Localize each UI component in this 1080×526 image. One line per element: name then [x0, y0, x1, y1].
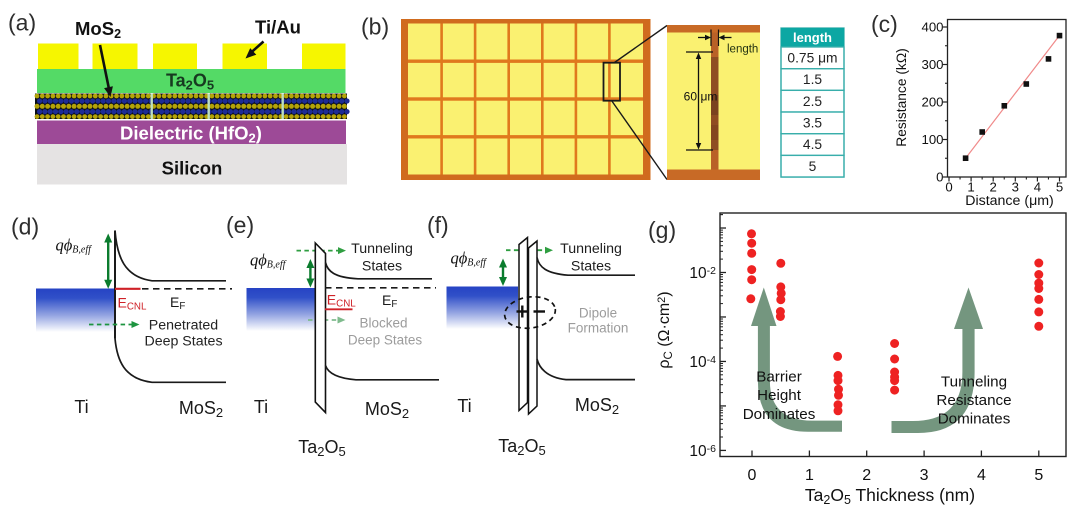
svg-text:0: 0 [748, 467, 757, 484]
svg-text:Ti: Ti [254, 397, 268, 417]
svg-text:1: 1 [805, 467, 814, 484]
svg-text:(e): (e) [226, 212, 254, 238]
svg-text:MoS2: MoS2 [575, 395, 619, 417]
svg-text:Height: Height [757, 387, 802, 404]
svg-text:Dielectric (HfO2): Dielectric (HfO2) [120, 123, 262, 146]
svg-text:States: States [362, 259, 402, 275]
svg-text:4: 4 [1034, 180, 1041, 195]
svg-text:Formation: Formation [568, 321, 629, 336]
svg-text:Silicon: Silicon [162, 158, 223, 179]
svg-text:5: 5 [809, 159, 817, 174]
svg-text:0: 0 [945, 180, 952, 195]
svg-text:5: 5 [1034, 467, 1043, 484]
svg-text:2.5: 2.5 [803, 94, 823, 109]
svg-text:MoS2: MoS2 [75, 18, 121, 41]
svg-text:3: 3 [1012, 180, 1019, 195]
svg-text:(a): (a) [8, 10, 36, 36]
svg-text:Deep States: Deep States [348, 333, 423, 348]
svg-text:μm: μm [701, 90, 718, 104]
svg-text:Resistance: Resistance [936, 392, 1011, 409]
svg-text:100: 100 [921, 132, 943, 147]
svg-text:Tunneling: Tunneling [941, 374, 1007, 391]
svg-text:(d): (d) [11, 214, 39, 240]
svg-text:Tunneling: Tunneling [351, 241, 413, 257]
svg-text:Ti/Au: Ti/Au [255, 17, 301, 38]
svg-text:Deep States: Deep States [144, 334, 222, 350]
svg-text:Ta2O5: Ta2O5 [166, 71, 214, 93]
svg-text:(f): (f) [427, 212, 449, 238]
svg-text:MoS2: MoS2 [179, 398, 223, 420]
svg-text:1: 1 [967, 180, 974, 195]
svg-text:Dipole: Dipole [579, 306, 617, 321]
svg-text:(b): (b) [361, 14, 389, 40]
svg-text:0: 0 [936, 170, 943, 185]
svg-text:4: 4 [977, 467, 986, 484]
svg-text:Penetrated: Penetrated [149, 318, 218, 334]
svg-text:MoS2: MoS2 [365, 399, 409, 421]
svg-text:Ta2O5: Ta2O5 [498, 436, 546, 458]
svg-text:Ta2O5 Thickness (nm): Ta2O5 Thickness (nm) [805, 485, 975, 507]
svg-text:3: 3 [920, 467, 929, 484]
svg-text:length: length [793, 30, 832, 45]
svg-text:Dominates: Dominates [743, 406, 816, 423]
svg-text:3.5: 3.5 [803, 116, 823, 131]
svg-text:1.5: 1.5 [803, 72, 823, 87]
svg-text:Barrier: Barrier [756, 369, 802, 386]
svg-text:Resistance (kΩ): Resistance (kΩ) [894, 48, 909, 147]
svg-text:60: 60 [684, 90, 698, 104]
svg-text:Tunneling: Tunneling [560, 241, 622, 257]
svg-text:Distance (μm): Distance (μm) [965, 193, 1054, 209]
svg-text:(g): (g) [648, 217, 676, 243]
svg-text:4.5: 4.5 [803, 137, 823, 152]
svg-text:400: 400 [921, 20, 943, 35]
svg-text:Ti: Ti [74, 397, 88, 417]
svg-text:300: 300 [921, 57, 943, 72]
svg-text:Dominates: Dominates [938, 411, 1011, 428]
svg-text:Ta2O5: Ta2O5 [298, 437, 346, 459]
svg-text:2: 2 [862, 467, 871, 484]
svg-text:2: 2 [990, 180, 997, 195]
svg-text:(c): (c) [871, 11, 898, 37]
svg-text:5: 5 [1056, 180, 1063, 195]
svg-text:Ti: Ti [457, 396, 471, 416]
svg-text:ρC (Ω·cm2): ρC (Ω·cm2) [656, 291, 675, 368]
svg-text:Blocked: Blocked [359, 316, 407, 331]
svg-text:length: length [727, 44, 758, 56]
svg-text:200: 200 [921, 95, 943, 110]
svg-text:0.75 μm: 0.75 μm [787, 51, 837, 66]
svg-text:States: States [571, 259, 611, 275]
